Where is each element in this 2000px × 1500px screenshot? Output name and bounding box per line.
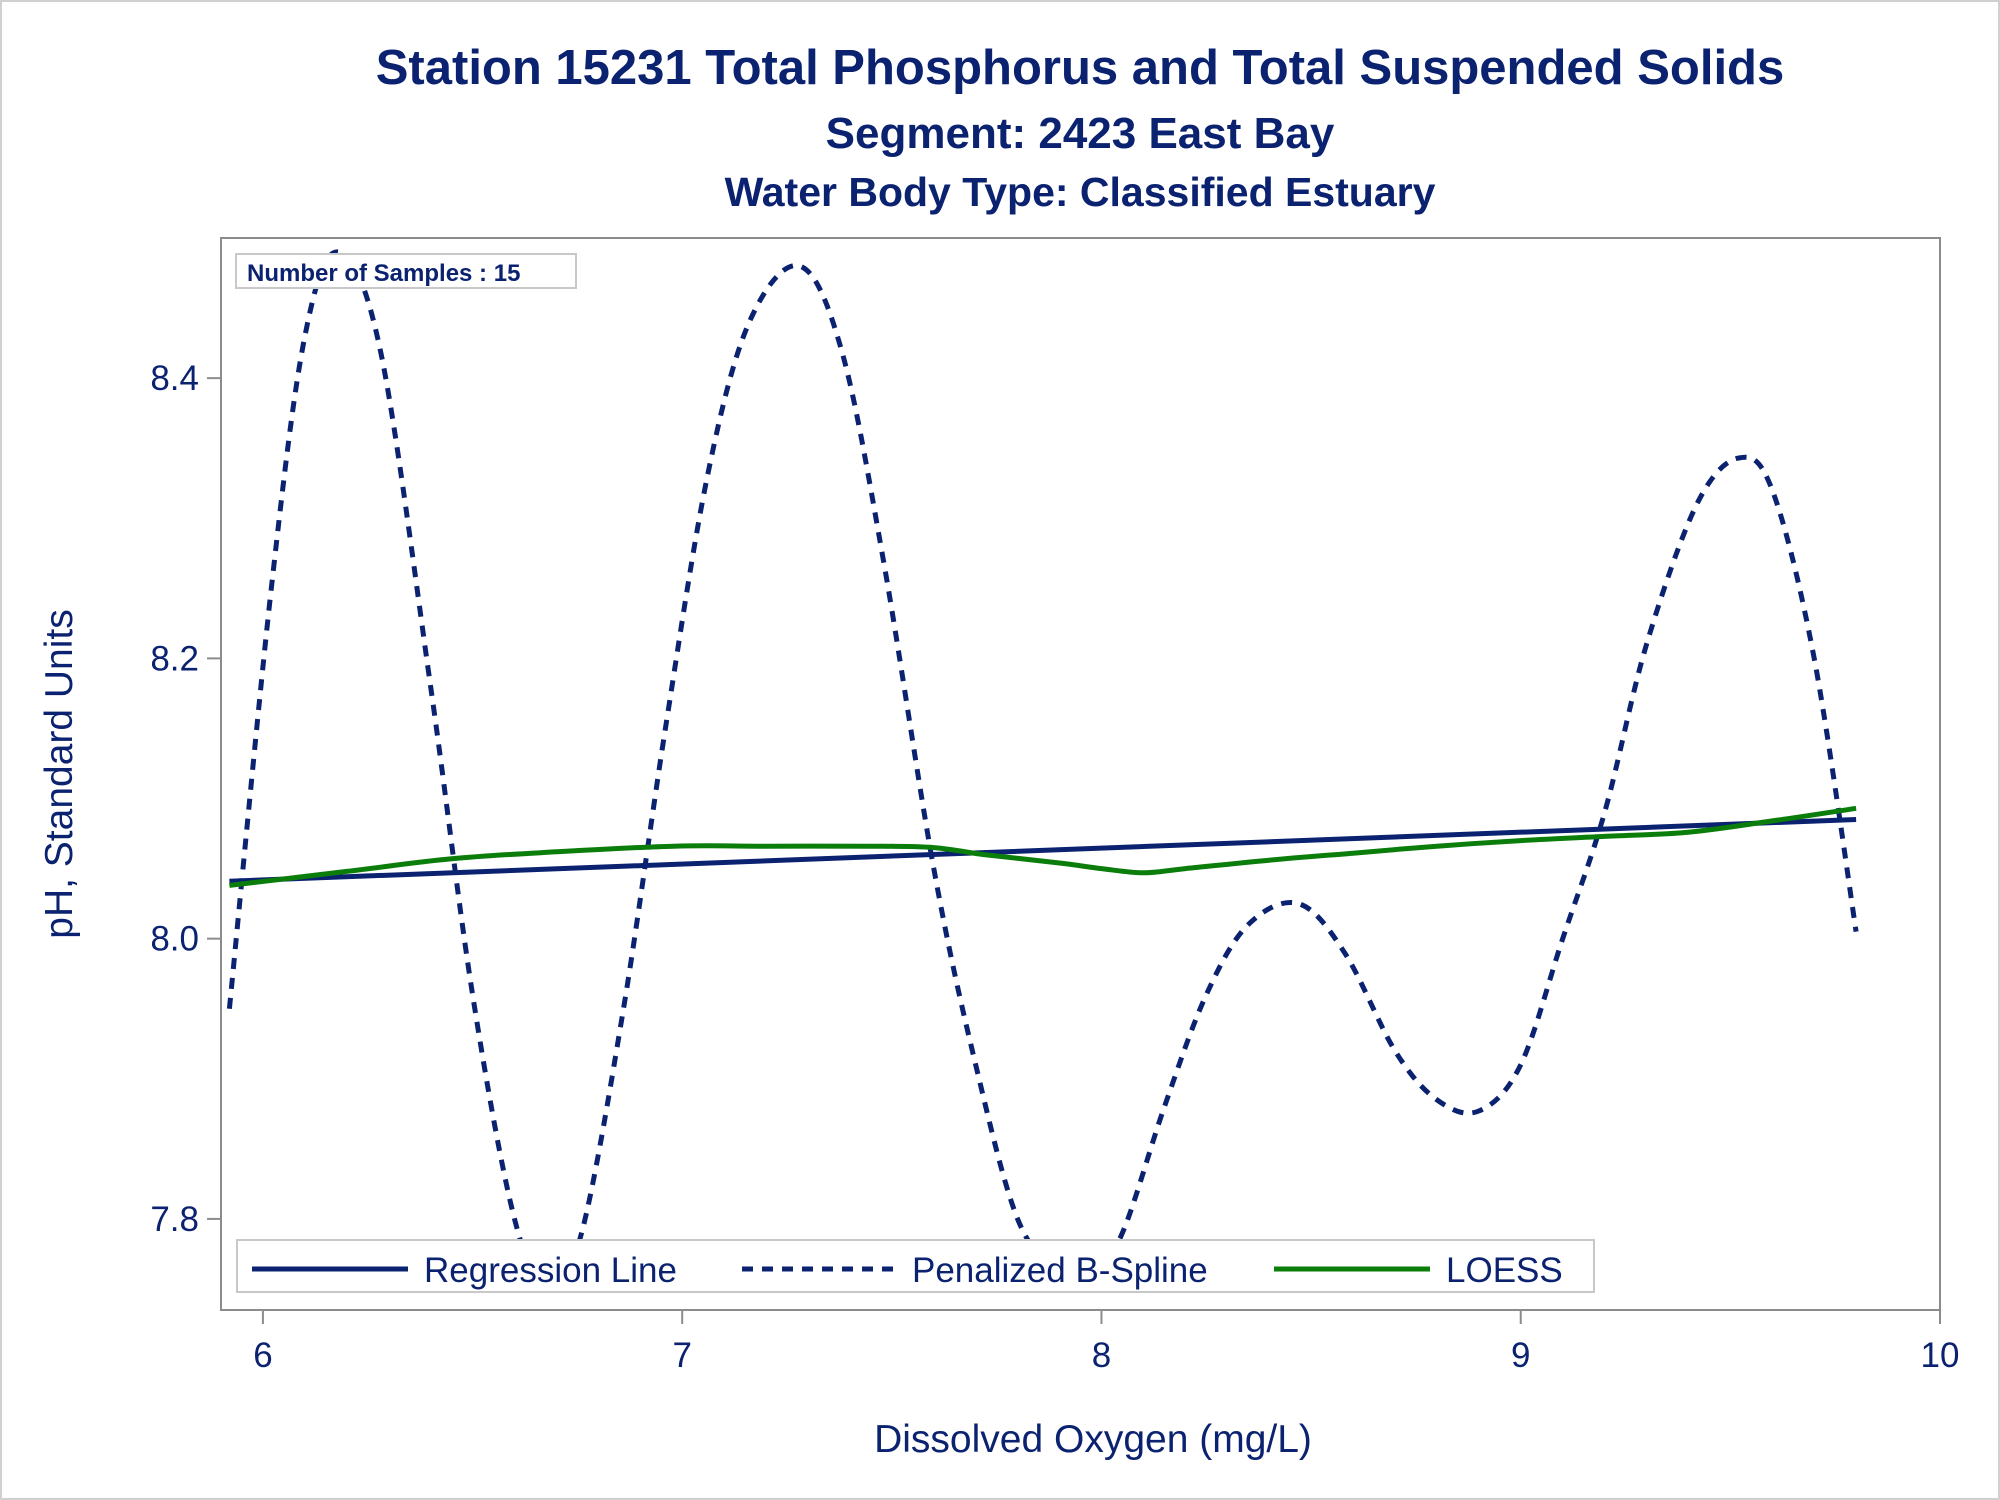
legend-box [236,1239,1595,1293]
legend: Regression Line Penalized B-Spline LOESS [236,1239,1595,1293]
y-tick-label: 8.2 [150,639,199,678]
y-tick-label: 7.8 [150,1200,199,1239]
y-tick-label: 8.0 [150,920,199,959]
sample-count-box [235,253,577,289]
series-penalized-b-spline [226,249,1859,1292]
series-loess [229,805,1857,888]
plot-area [220,237,1941,1311]
legend-label-spline: Penalized B-Spline [912,1251,1208,1290]
y-axis-label: pH, Standard Units [38,609,81,939]
series-regression-line [229,817,1857,884]
chart-title: Station 15231 Total Phosphorus and Total… [376,41,1785,95]
y-axis: 7.8 8.0 8.2 8.4 [150,359,221,1239]
x-axis-label: Dissolved Oxygen (mg/L) [874,1418,1312,1461]
sample-count-inset: Number of Samples : 15 [235,253,577,289]
x-axis: 6 7 8 9 10 [253,1310,1959,1375]
legend-label-regression: Regression Line [424,1251,677,1290]
x-tick-label: 7 [672,1336,691,1375]
chart-subtitle-2: Water Body Type: Classified Estuary [725,169,1436,215]
x-tick-label: 10 [1921,1336,1960,1375]
series-layer [226,249,1859,1292]
legend-label-loess: LOESS [1446,1251,1563,1290]
x-tick-label: 9 [1511,1336,1530,1375]
y-tick-label: 8.4 [150,359,199,398]
chart-subtitle: Segment: 2423 East Bay [826,109,1335,158]
x-tick-label: 6 [253,1336,272,1375]
sample-count-text: Number of Samples : 15 [247,260,520,287]
x-tick-label: 8 [1092,1336,1111,1375]
